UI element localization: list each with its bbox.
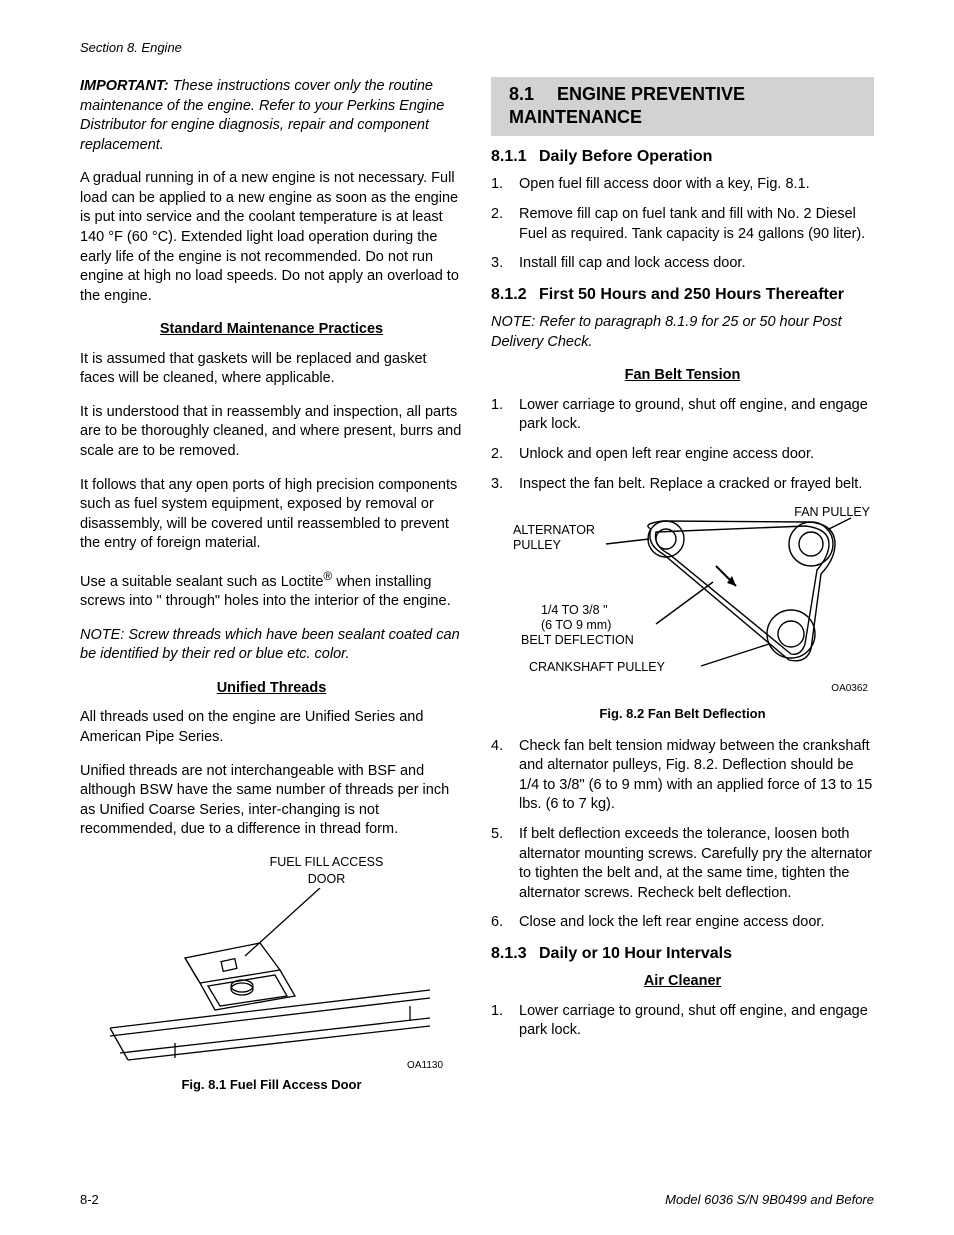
s813-title: Daily or 10 Hour Intervals [539,943,732,965]
daily-before-list: 1.Open fuel fill access door with a key,… [491,175,874,273]
s811-num: 8.1.1 [491,146,539,168]
fan-belt-list-b: 4.Check fan belt tension midway between … [491,737,874,933]
list-item: Lower carriage to ground, shut off engin… [519,396,874,435]
page-section-header: Section 8. Engine [80,40,874,55]
list-item: Lower carriage to ground, shut off engin… [519,1002,874,1041]
list-item: Inspect the fan belt. Replace a cracked … [519,475,862,495]
air-cleaner-list: 1.Lower carriage to ground, shut off eng… [491,1002,874,1041]
fan-belt-list-a: 1.Lower carriage to ground, shut off eng… [491,396,874,494]
list-item: Check fan belt tension midway between th… [519,737,874,815]
s812-title: First 50 Hours and 250 Hours Thereafter [539,284,844,306]
ut-para-1: All threads used on the engine are Unifi… [80,708,463,747]
list-num: 1. [491,396,519,435]
figure-8-2: FAN PULLEY ALTERNATOR PULLEY 1/4 TO 3/8 … [491,504,874,699]
fig81-caption: Fig. 8.1 Fuel Fill Access Door [80,1076,463,1094]
list-item: Close and lock the left rear engine acce… [519,913,824,933]
important-note: IMPORTANT: These instructions cover only… [80,77,463,155]
list-item: If belt deflection exceeds the tolerance… [519,825,874,903]
smp-para-1: It is assumed that gaskets will be repla… [80,350,463,389]
s811-title: Daily Before Operation [539,146,712,168]
subsection-8-1-3: 8.1.3 Daily or 10 Hour Intervals [491,943,874,965]
list-item: Open fuel fill access door with a key, F… [519,175,810,195]
section-8-1-title: 8.1ENGINE PREVENTIVE MAINTENANCE [491,77,874,136]
screw-threads-note: NOTE: Screw threads which have been seal… [80,626,463,665]
fig81-door-label-2: DOOR [190,871,463,888]
two-column-layout: IMPORTANT: These instructions cover only… [80,77,874,1108]
fan-belt-illustration [491,504,871,699]
list-num: 3. [491,475,519,495]
subsection-8-1-1: 8.1.1 Daily Before Operation [491,146,874,168]
list-num: 5. [491,825,519,903]
left-column: IMPORTANT: These instructions cover only… [80,77,463,1108]
fig81-door-label-1: FUEL FILL ACCESS [190,854,463,871]
registered-mark: ® [323,569,332,583]
ut-para-2: Unified threads are not interchangeable … [80,762,463,840]
fig81-code: OA1130 [80,1059,463,1073]
list-item: Install fill cap and lock access door. [519,254,745,274]
list-item: Remove fill cap on fuel tank and fill wi… [519,205,874,244]
unified-threads-heading: Unified Threads [80,679,463,699]
smp4-pre: Use a suitable sealant such as Loctite [80,574,323,590]
list-num: 1. [491,1002,519,1041]
model-info: Model 6036 S/N 9B0499 and Before [665,1192,874,1207]
smp-para-4: Use a suitable sealant such as Loctite® … [80,568,463,612]
smp-para-2: It is understood that in reassembly and … [80,403,463,462]
list-num: 1. [491,175,519,195]
figure-8-1: FUEL FILL ACCESS DOOR [80,854,463,1094]
page-footer: 8-2 Model 6036 S/N 9B0499 and Before [80,1192,874,1207]
subsection-8-1-2: 8.1.2 First 50 Hours and 250 Hours There… [491,284,874,306]
right-column: 8.1ENGINE PREVENTIVE MAINTENANCE 8.1.1 D… [491,77,874,1108]
list-num: 4. [491,737,519,815]
s812-num: 8.1.2 [491,284,539,306]
s813-num: 8.1.3 [491,943,539,965]
fuel-fill-door-illustration [80,888,450,1073]
smp-para-3: It follows that any open ports of high p… [80,476,463,554]
important-label: IMPORTANT: [80,78,169,94]
air-cleaner-heading: Air Cleaner [491,972,874,992]
list-num: 2. [491,445,519,465]
list-num: 2. [491,205,519,244]
page-number: 8-2 [80,1192,99,1207]
fig82-code: OA0362 [831,682,868,696]
s812-note: NOTE: Refer to paragraph 8.1.9 for 25 or… [491,313,874,352]
fig82-caption: Fig. 8.2 Fan Belt Deflection [491,705,874,723]
fan-belt-heading: Fan Belt Tension [491,366,874,386]
list-num: 3. [491,254,519,274]
running-in-paragraph: A gradual running in of a new engine is … [80,169,463,306]
std-maint-heading: Standard Maintenance Practices [80,320,463,340]
list-item: Unlock and open left rear engine access … [519,445,814,465]
list-num: 6. [491,913,519,933]
sec-num: 8.1 [509,83,557,106]
